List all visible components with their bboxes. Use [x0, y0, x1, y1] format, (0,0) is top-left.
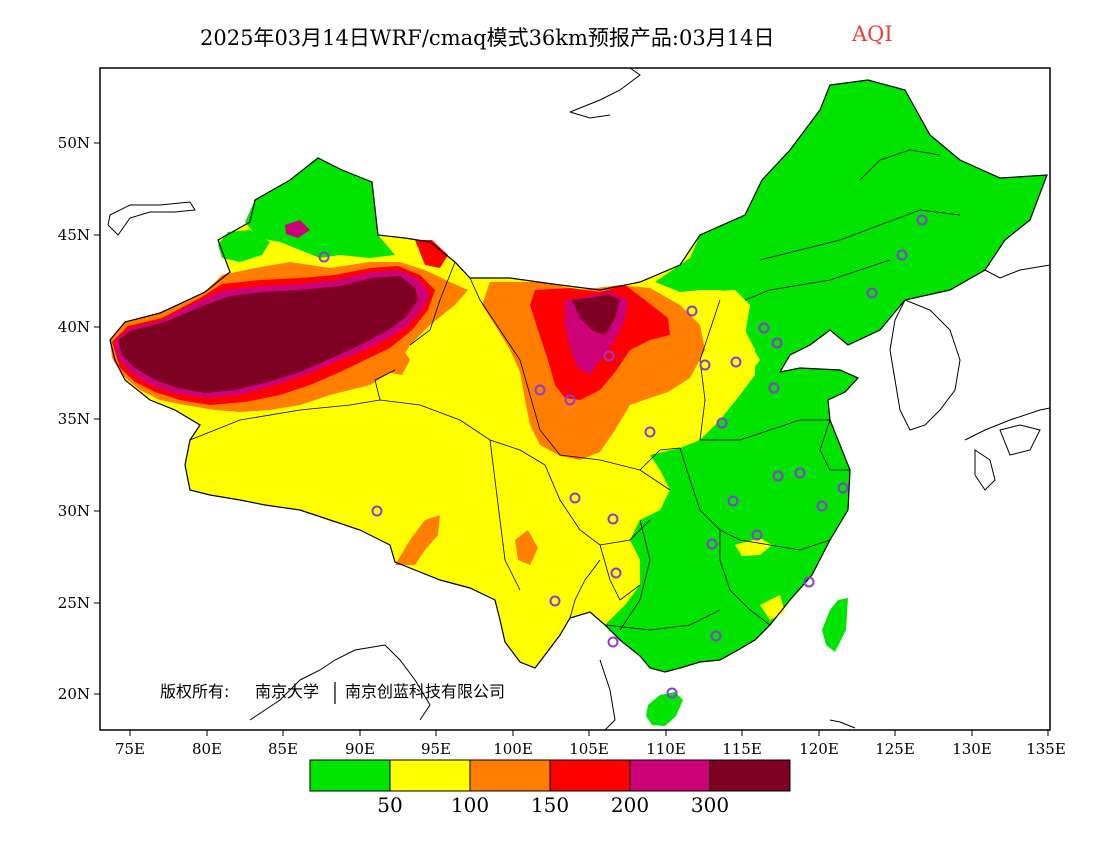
station-marker — [816, 500, 828, 512]
station-marker — [610, 567, 622, 579]
station-marker — [318, 251, 330, 263]
station-marker — [549, 595, 561, 607]
province-boundaries — [189, 149, 961, 631]
taiwan-island — [822, 598, 848, 652]
orange-patch-gansu — [380, 345, 410, 375]
colorbar-label: 300 — [691, 793, 729, 817]
colorbar-swatch-0 — [309, 759, 391, 792]
station-marker — [751, 529, 763, 541]
tick-marks — [94, 142, 1049, 736]
lon-tick-label: 95E — [421, 740, 451, 758]
station-marker — [837, 482, 849, 494]
map-frame-border — [99, 67, 1051, 731]
green-region-north-xinjiang — [245, 158, 395, 258]
map-title-text: 2025年03月14日WRF/cmaq模式36km预报产品:03月14日 — [200, 26, 775, 50]
colorbar-swatch-3 — [549, 759, 631, 792]
lon-tick-label: 115E — [722, 740, 762, 758]
colorbar-label: 150 — [531, 793, 569, 817]
station-marker — [564, 394, 576, 406]
station-marker — [803, 576, 815, 588]
orange-patch-sichuan — [515, 530, 538, 565]
station-marker — [727, 495, 739, 507]
colorbar-label: 50 — [377, 793, 402, 817]
lon-tick-label: 100E — [493, 740, 533, 758]
maroon-region-tarim — [118, 276, 418, 393]
station-marker — [771, 337, 783, 349]
copyright-org2: 南京创蓝科技有限公司 — [345, 682, 505, 701]
lon-tick-label: 80E — [192, 740, 222, 758]
station-marker — [730, 356, 742, 368]
red-patch-junggar — [415, 240, 448, 268]
lon-tick-label: 130E — [952, 740, 992, 758]
colorbar-swatch-2 — [469, 759, 551, 792]
station-marker — [607, 513, 619, 525]
lat-axis: 20N 25N 30N 35N 40N 45N 50N — [58, 134, 90, 703]
station-marker — [706, 538, 718, 550]
lon-tick-label: 90E — [345, 740, 375, 758]
lon-tick-label: 105E — [569, 740, 609, 758]
lat-tick-label: 50N — [58, 134, 90, 152]
lat-tick-label: 45N — [58, 226, 90, 244]
yellow-patch-hubei — [735, 538, 772, 556]
station-marker — [371, 505, 383, 517]
station-marker — [866, 287, 878, 299]
copyright-note: 版权所有: 南京大学 南京创蓝科技有限公司 — [160, 682, 505, 704]
colorbar-label: 100 — [451, 793, 489, 817]
lon-tick-label: 135E — [1026, 740, 1066, 758]
lat-tick-label: 35N — [58, 410, 90, 428]
station-markers — [318, 214, 928, 699]
map-title-variable: AQI — [852, 22, 893, 46]
station-marker — [916, 214, 928, 226]
colorbar-legend: 50 100 150 200 300 — [309, 759, 791, 817]
neighbor-coastlines — [107, 68, 1050, 730]
copyright-prefix: 版权所有: — [160, 682, 229, 701]
lat-tick-label: 20N — [58, 685, 90, 703]
green-region-east — [605, 80, 1047, 672]
lon-tick-label: 120E — [799, 740, 839, 758]
station-marker — [772, 470, 784, 482]
china-outline — [109, 79, 1048, 673]
station-marker — [686, 305, 698, 317]
station-marker — [607, 636, 619, 648]
station-marker — [794, 467, 806, 479]
lon-tick-label: 75E — [115, 740, 145, 758]
colorbar-label: 200 — [611, 793, 649, 817]
map-title: 2025年03月14日WRF/cmaq模式36km预报产品:03月14日 AQI — [0, 18, 1100, 50]
colorbar-swatch-4 — [629, 759, 711, 792]
station-marker — [768, 382, 780, 394]
purple-patch-ili — [285, 220, 310, 238]
station-marker — [534, 384, 546, 396]
maroon-region-ordos — [572, 294, 620, 335]
colorbar-swatch-5 — [709, 759, 791, 792]
station-marker — [666, 687, 678, 699]
station-marker — [699, 359, 711, 371]
hainan-island — [646, 692, 683, 726]
station-marker — [716, 417, 728, 429]
copyright-org1: 南京大学 — [255, 682, 319, 701]
lon-axis: 75E 80E 85E 90E 95E 100E 105E 110E 115E … — [115, 740, 1066, 758]
green-region-ili — [218, 230, 270, 262]
station-marker — [896, 249, 908, 261]
lat-tick-label: 30N — [58, 502, 90, 520]
lon-tick-label: 125E — [875, 740, 915, 758]
station-marker — [644, 426, 656, 438]
lon-tick-label: 85E — [268, 740, 298, 758]
station-marker — [710, 630, 722, 642]
colorbar-swatch-1 — [389, 759, 471, 792]
map-content — [107, 68, 1050, 730]
station-marker — [569, 492, 581, 504]
station-marker — [758, 322, 770, 334]
station-marker — [603, 350, 615, 362]
lat-tick-label: 25N — [58, 594, 90, 612]
orange-patch-tibet — [395, 515, 440, 565]
lat-tick-label: 40N — [58, 318, 90, 336]
lon-tick-label: 110E — [646, 740, 686, 758]
